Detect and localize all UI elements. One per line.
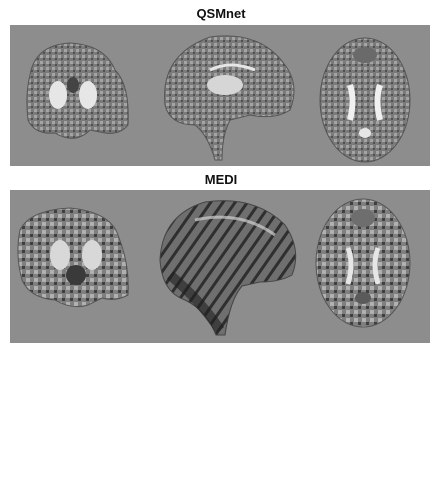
- panel-title-medi: MEDI: [204, 172, 238, 187]
- panel-qsmnet: [10, 25, 430, 166]
- qsmnet-coronal-slice: [26, 42, 129, 139]
- medi-sagittal-slice: [159, 200, 297, 336]
- medi-coronal-slice: [17, 207, 129, 308]
- panel-medi: [10, 190, 430, 343]
- qsmnet-sagittal-slice: [164, 35, 295, 161]
- qsmnet-axial-slice: [319, 37, 411, 163]
- medi-axial-slice: [315, 198, 411, 328]
- panel-title-qsmnet: QSMnet: [196, 6, 246, 21]
